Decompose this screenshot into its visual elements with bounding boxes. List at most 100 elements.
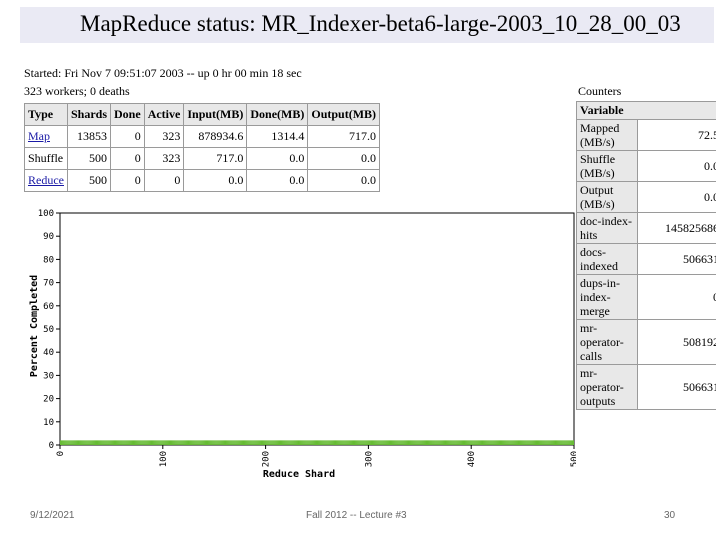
data-bar bbox=[267, 440, 269, 445]
data-bar bbox=[263, 440, 265, 445]
col-done-mb: Done(MB) bbox=[246, 103, 309, 126]
data-bar bbox=[563, 440, 565, 445]
data-bar bbox=[471, 440, 473, 445]
data-bar bbox=[276, 440, 278, 445]
data-bar bbox=[183, 440, 185, 445]
title-bar: MapReduce status: MR_Indexer-beta6-large… bbox=[20, 7, 714, 43]
data-bar bbox=[127, 440, 129, 445]
data-bar bbox=[336, 440, 338, 445]
y-tick-label: 50 bbox=[43, 325, 54, 335]
data-bar bbox=[337, 440, 339, 445]
data-bar bbox=[445, 440, 447, 445]
data-bar bbox=[70, 440, 72, 445]
data-bar bbox=[550, 440, 552, 445]
data-bar bbox=[124, 440, 126, 445]
data-bar bbox=[119, 440, 121, 445]
data-bar bbox=[403, 440, 405, 445]
data-bar bbox=[194, 440, 196, 445]
data-bar bbox=[323, 440, 325, 445]
data-bar bbox=[322, 440, 324, 445]
data-bar bbox=[373, 440, 375, 445]
data-bar bbox=[272, 440, 274, 445]
started-status: Started: Fri Nov 7 09:51:07 2003 -- up 0… bbox=[24, 66, 302, 80]
data-bar bbox=[291, 440, 293, 445]
data-bar bbox=[338, 440, 340, 445]
data-bar bbox=[134, 440, 136, 445]
data-bar bbox=[327, 440, 329, 445]
data-bar bbox=[77, 440, 79, 445]
data-bar bbox=[379, 440, 381, 445]
data-bar bbox=[512, 440, 514, 445]
data-bar bbox=[144, 440, 146, 445]
data-bar bbox=[191, 440, 193, 445]
data-bar bbox=[123, 440, 125, 445]
jobs-table: Type Shards Done Active Input(MB) Done(M… bbox=[24, 103, 381, 192]
data-bar bbox=[197, 440, 199, 445]
col-active: Active bbox=[143, 103, 185, 126]
reduce-link[interactable]: Reduce bbox=[28, 173, 64, 187]
counters-heading: Counters bbox=[578, 84, 622, 98]
data-bar bbox=[258, 440, 260, 445]
data-bar bbox=[443, 440, 445, 445]
data-bar bbox=[300, 440, 302, 445]
counter-name: Output (MB/s) bbox=[576, 181, 638, 213]
data-bar bbox=[364, 440, 366, 445]
data-bar bbox=[330, 440, 332, 445]
data-bar bbox=[417, 440, 419, 445]
data-bar bbox=[513, 440, 515, 445]
data-bar bbox=[139, 440, 141, 445]
data-bar bbox=[245, 440, 247, 445]
data-bar bbox=[311, 440, 313, 445]
data-bar bbox=[72, 440, 74, 445]
data-bar bbox=[214, 440, 216, 445]
data-bar bbox=[75, 440, 77, 445]
data-bar bbox=[486, 440, 488, 445]
data-bar bbox=[308, 440, 310, 445]
data-bar bbox=[552, 440, 554, 445]
data-bar bbox=[571, 440, 573, 445]
data-bar bbox=[376, 440, 378, 445]
page-title: MapReduce status: MR_Indexer-beta6-large… bbox=[80, 11, 681, 36]
data-bar bbox=[158, 440, 160, 445]
data-bar bbox=[465, 440, 467, 445]
data-bar bbox=[304, 440, 306, 445]
data-bar bbox=[259, 440, 261, 445]
data-bar bbox=[505, 440, 507, 445]
data-bar bbox=[261, 440, 263, 445]
data-bar bbox=[224, 440, 226, 445]
data-bar bbox=[483, 440, 485, 445]
data-bar bbox=[457, 440, 459, 445]
data-bar bbox=[490, 440, 492, 445]
data-bar bbox=[421, 440, 423, 445]
data-bar bbox=[198, 440, 200, 445]
data-bar bbox=[553, 440, 555, 445]
data-bar bbox=[159, 440, 161, 445]
data-bar bbox=[220, 440, 222, 445]
data-bar bbox=[318, 440, 320, 445]
data-bar bbox=[448, 440, 450, 445]
data-bar bbox=[98, 440, 100, 445]
data-bar bbox=[540, 440, 542, 445]
data-bar bbox=[568, 440, 570, 445]
data-bar bbox=[188, 440, 190, 445]
data-bar bbox=[109, 440, 111, 445]
data-bar bbox=[529, 440, 531, 445]
data-bar bbox=[196, 440, 198, 445]
counter-value: 0.0 bbox=[637, 181, 716, 213]
data-bar bbox=[504, 440, 506, 445]
data-bar bbox=[339, 440, 341, 445]
data-bar bbox=[287, 440, 289, 445]
data-bar bbox=[177, 440, 179, 445]
data-bar bbox=[333, 440, 335, 445]
data-bar bbox=[153, 440, 155, 445]
map-link[interactable]: Map bbox=[28, 129, 50, 143]
counters-body: Mapped (MB/s) 72.5 Shuffle (MB/s) 0.0 Output… bbox=[576, 119, 716, 410]
data-bar bbox=[371, 440, 373, 445]
data-bar bbox=[187, 440, 189, 445]
data-bar bbox=[99, 440, 101, 445]
data-bar bbox=[407, 440, 409, 445]
data-bar bbox=[411, 440, 413, 445]
table-row: Map 13853 0 323 878934.6 1314.4 717.0 bbox=[24, 125, 381, 148]
data-bar bbox=[241, 440, 243, 445]
data-bar bbox=[429, 440, 431, 445]
